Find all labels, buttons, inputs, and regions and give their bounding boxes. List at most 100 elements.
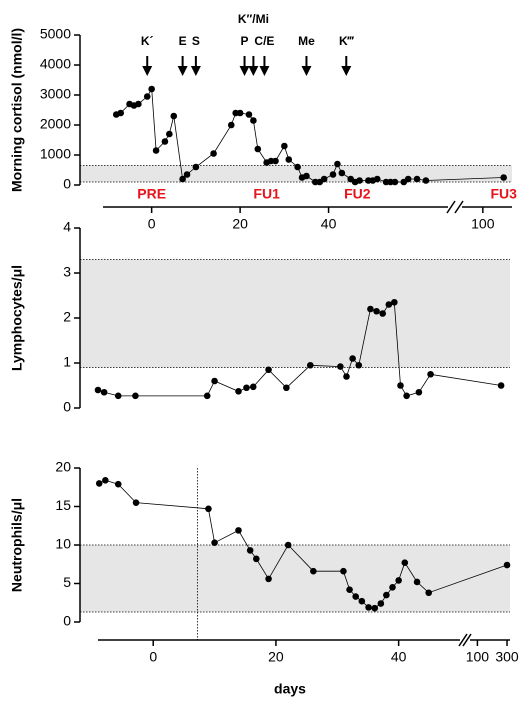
data-point: [310, 567, 317, 575]
data-point: [265, 366, 272, 374]
y-tick-label: 5: [63, 574, 71, 590]
x-tick-label: 20: [268, 649, 284, 665]
y-tick-label: 1000: [40, 146, 71, 162]
data-point: [356, 177, 363, 184]
annotation-label: K´: [141, 34, 154, 48]
data-point: [427, 370, 434, 378]
data-point: [283, 384, 290, 392]
axis-break: [458, 633, 468, 647]
phase-label: FU2: [344, 186, 371, 202]
annotation-arrowhead: [301, 66, 312, 76]
data-point: [404, 175, 412, 183]
data-point: [306, 361, 314, 369]
data-point: [395, 577, 402, 584]
data-point: [373, 307, 380, 315]
x-tick-label: 100: [466, 649, 490, 665]
data-point: [100, 388, 108, 396]
annotation-arrowhead: [248, 66, 259, 76]
data-point: [391, 178, 399, 186]
data-point: [236, 109, 244, 117]
data-point: [117, 109, 124, 117]
y-tick-label: 4000: [40, 56, 71, 72]
annotation-label: S: [192, 34, 200, 48]
data-point: [166, 130, 173, 138]
y-tick-label: 4: [63, 219, 71, 235]
data-point: [243, 384, 250, 392]
data-point: [161, 138, 169, 145]
data-point: [377, 600, 385, 607]
y-tick-label: 1: [63, 354, 71, 370]
annotation-arrowhead: [259, 66, 270, 76]
y-tick-label: 15: [55, 497, 71, 513]
y-tick-label: 0: [63, 176, 71, 192]
axis-break: [454, 200, 464, 214]
axis-break: [446, 200, 456, 214]
data-point: [132, 392, 139, 400]
data-point: [349, 355, 356, 362]
data-point: [343, 373, 350, 380]
axis-break: [462, 633, 472, 647]
data-point: [135, 100, 142, 108]
data-point: [285, 156, 293, 163]
data-point: [415, 388, 423, 396]
annotation-label: K″/Mi: [238, 12, 269, 26]
data-point: [102, 477, 109, 484]
x-tick-label: 300: [495, 649, 519, 665]
data-point: [391, 298, 398, 306]
data-point: [337, 363, 344, 370]
data-point: [401, 559, 409, 567]
data-point: [346, 586, 353, 593]
y-tick-label: 2: [63, 309, 71, 325]
data-point: [152, 147, 160, 154]
y-tick-label: 2000: [40, 116, 71, 132]
data-point: [358, 597, 366, 605]
x-tick-label: 0: [148, 216, 156, 232]
data-point: [503, 561, 511, 569]
data-point: [148, 85, 155, 93]
data-point: [235, 388, 242, 395]
annotation-label: E: [179, 34, 187, 48]
data-point: [272, 157, 279, 165]
y-axis-label: Neutrophils/μl: [9, 498, 25, 592]
y-tick-label: 10: [55, 536, 71, 552]
x-tick-label: 100: [471, 216, 495, 232]
data-point: [383, 591, 390, 599]
data-point: [303, 172, 310, 180]
x-tick-label: 0: [149, 649, 157, 665]
y-tick-label: 20: [55, 459, 71, 475]
data-point: [413, 175, 421, 183]
data-point: [179, 175, 186, 183]
y-tick-label: 5000: [40, 26, 71, 42]
data-point: [114, 392, 122, 400]
data-point: [365, 604, 372, 611]
data-point: [246, 547, 254, 554]
data-point: [210, 150, 217, 157]
data-point: [425, 589, 433, 597]
data-point: [284, 541, 292, 549]
data-point: [114, 480, 122, 488]
y-tick-label: 0: [63, 399, 71, 415]
data-point: [205, 505, 212, 513]
data-point: [340, 567, 347, 575]
phase-label: PRE: [137, 186, 166, 202]
data-point: [281, 142, 288, 150]
annotation-arrowhead: [341, 66, 352, 76]
annotation-label: P: [241, 34, 249, 48]
data-point: [252, 555, 260, 563]
annotation-arrowhead: [142, 66, 153, 76]
phase-label: FU3: [490, 186, 517, 202]
annotation-label: C/E: [254, 34, 274, 48]
data-point: [397, 382, 404, 389]
y-tick-label: 3000: [40, 86, 71, 102]
data-point: [355, 361, 363, 369]
annotation-label: Me: [298, 34, 315, 48]
data-point: [183, 171, 191, 178]
data-point: [320, 175, 328, 183]
data-point: [132, 499, 140, 506]
x-tick-label: 40: [391, 649, 407, 665]
data-point: [211, 377, 218, 385]
data-point: [250, 117, 257, 124]
phase-label: FU1: [253, 186, 280, 202]
data-point: [192, 163, 200, 171]
data-point: [385, 301, 393, 308]
